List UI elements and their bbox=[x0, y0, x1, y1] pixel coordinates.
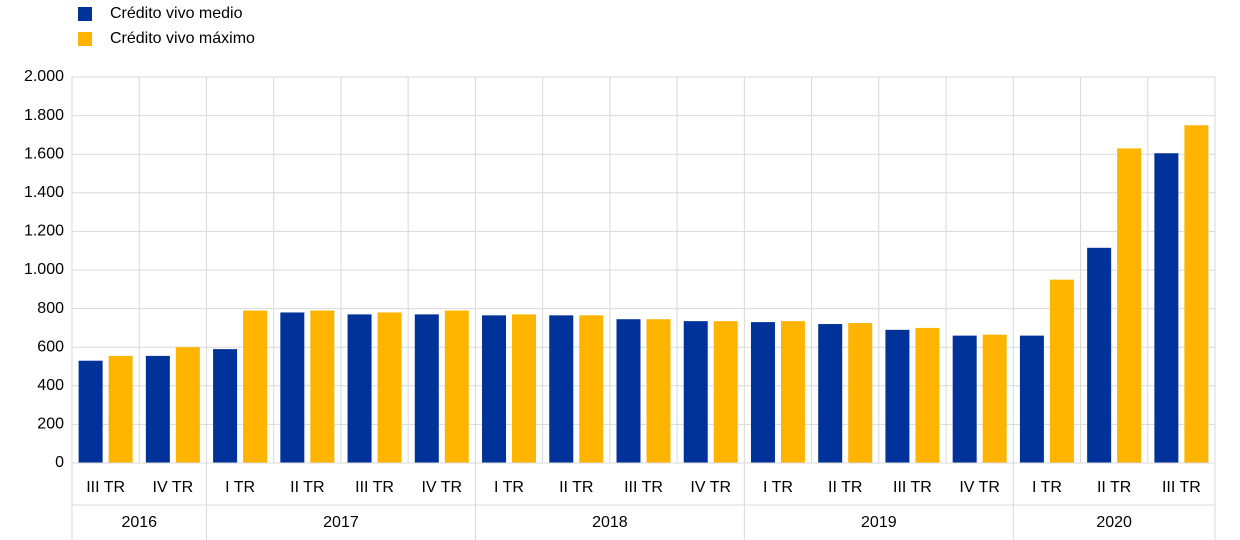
bar bbox=[145, 355, 170, 463]
y-tick-label: 1.000 bbox=[24, 261, 64, 278]
x-tick-label: III TR bbox=[893, 479, 932, 496]
bar bbox=[108, 355, 133, 463]
y-tick-label: 2.000 bbox=[24, 68, 64, 85]
x-tick-label: I TR bbox=[763, 479, 793, 496]
bar bbox=[280, 312, 305, 463]
bar bbox=[952, 335, 977, 463]
bar bbox=[579, 315, 604, 463]
y-tick-label: 1.200 bbox=[24, 223, 64, 240]
bar bbox=[1049, 279, 1074, 463]
x-tick-label: IV TR bbox=[690, 479, 731, 496]
bar bbox=[713, 321, 738, 463]
bar bbox=[414, 314, 439, 463]
group-label: 2018 bbox=[592, 514, 628, 531]
bar bbox=[347, 314, 372, 463]
y-tick-label: 1.600 bbox=[24, 145, 64, 162]
bar bbox=[243, 310, 268, 463]
bar bbox=[750, 322, 775, 463]
x-tick-label: II TR bbox=[290, 479, 324, 496]
legend-swatch bbox=[78, 32, 92, 46]
x-tick-label: IV TR bbox=[421, 479, 462, 496]
bar bbox=[1019, 335, 1044, 463]
x-tick-label: III TR bbox=[1162, 479, 1201, 496]
x-tick-label: II TR bbox=[828, 479, 862, 496]
y-tick-label: 400 bbox=[37, 377, 64, 394]
bar bbox=[683, 321, 708, 463]
bar bbox=[213, 349, 238, 463]
group-label: 2017 bbox=[323, 514, 359, 531]
bar bbox=[512, 314, 537, 463]
x-tick-label: III TR bbox=[624, 479, 663, 496]
bar bbox=[885, 329, 910, 463]
x-tick-label: III TR bbox=[86, 479, 125, 496]
bar bbox=[310, 310, 335, 463]
bar bbox=[818, 324, 843, 463]
y-tick-label: 600 bbox=[37, 338, 64, 355]
bar bbox=[78, 360, 103, 463]
bar bbox=[482, 315, 507, 463]
bar bbox=[780, 321, 805, 463]
legend-label: Crédito vivo máximo bbox=[110, 30, 255, 47]
legend-label: Crédito vivo medio bbox=[110, 5, 243, 22]
bar bbox=[848, 323, 873, 463]
group-label: 2019 bbox=[861, 514, 897, 531]
x-tick-label: IV TR bbox=[959, 479, 1000, 496]
group-label: 2020 bbox=[1096, 514, 1132, 531]
x-tick-label: IV TR bbox=[153, 479, 194, 496]
bar bbox=[444, 310, 469, 463]
y-tick-label: 200 bbox=[37, 416, 64, 433]
bar bbox=[616, 319, 641, 463]
bar bbox=[377, 312, 402, 463]
x-tick-label: I TR bbox=[1032, 479, 1062, 496]
group-label: 2016 bbox=[121, 514, 157, 531]
x-tick-label: II TR bbox=[559, 479, 593, 496]
bar bbox=[982, 334, 1007, 463]
legend-swatch bbox=[78, 7, 92, 21]
y-tick-label: 0 bbox=[55, 454, 64, 471]
x-tick-label: III TR bbox=[355, 479, 394, 496]
bar bbox=[1117, 148, 1142, 463]
bar bbox=[915, 327, 940, 463]
y-tick-label: 1.400 bbox=[24, 184, 64, 201]
x-tick-label: II TR bbox=[1097, 479, 1131, 496]
x-tick-label: I TR bbox=[225, 479, 255, 496]
y-tick-label: 800 bbox=[37, 300, 64, 317]
bar bbox=[1184, 125, 1209, 463]
bar bbox=[1087, 247, 1112, 463]
bar bbox=[549, 315, 574, 463]
bar bbox=[1154, 153, 1179, 464]
x-tick-label: I TR bbox=[494, 479, 524, 496]
y-tick-label: 1.800 bbox=[24, 107, 64, 124]
bar bbox=[646, 319, 671, 463]
bar bbox=[175, 347, 200, 463]
